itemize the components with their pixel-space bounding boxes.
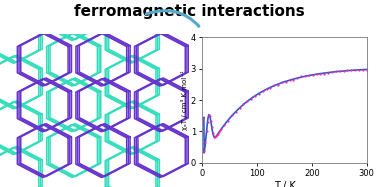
Text: ferromagnetic interactions: ferromagnetic interactions xyxy=(74,4,304,19)
X-axis label: T / K: T / K xyxy=(274,181,295,187)
Y-axis label: χₐT / cm³ K mol⁻¹: χₐT / cm³ K mol⁻¹ xyxy=(181,70,188,130)
FancyArrowPatch shape xyxy=(146,11,199,26)
